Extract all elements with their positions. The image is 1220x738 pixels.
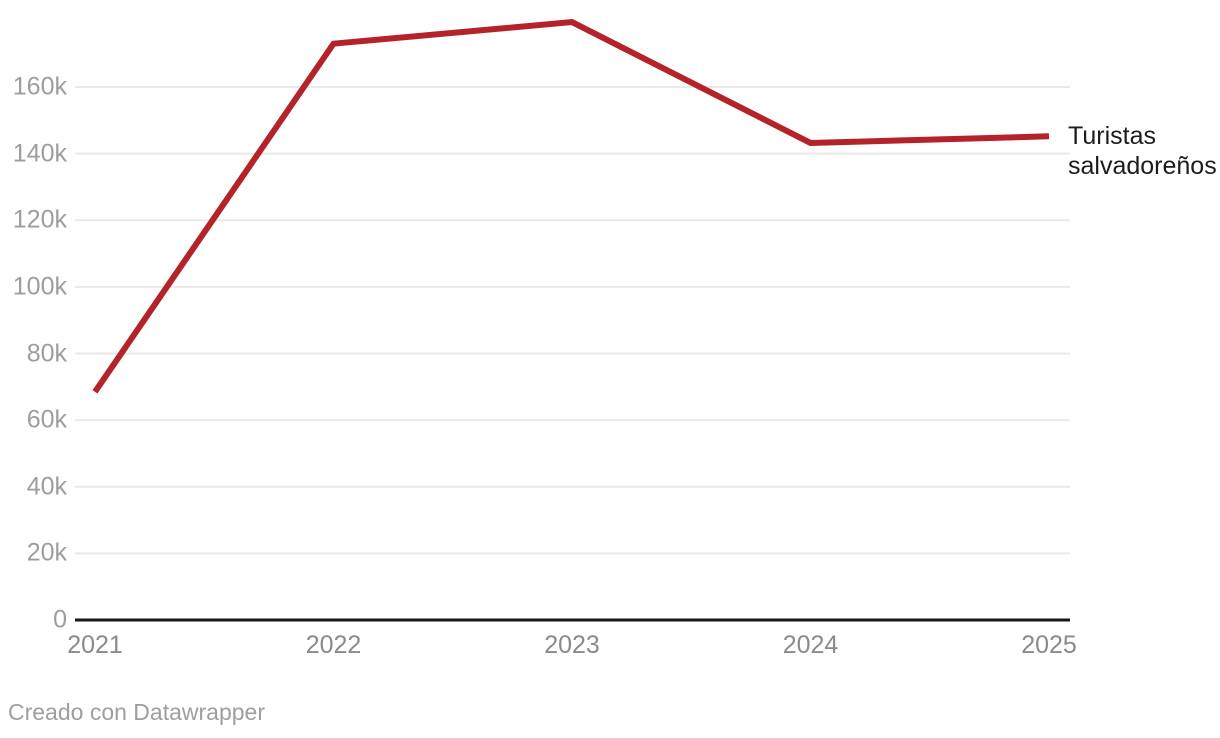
y-axis-tick-label: 40k bbox=[26, 472, 67, 501]
y-axis-tick-label: 0 bbox=[53, 605, 67, 634]
series-label: Turistas salvadoreños bbox=[1068, 122, 1217, 180]
x-axis-tick-label: 2025 bbox=[1021, 631, 1077, 659]
datawrapper-attribution-link[interactable]: Creado con Datawrapper bbox=[8, 699, 265, 725]
x-axis-tick-label: 2021 bbox=[67, 631, 123, 659]
x-axis-tick-label: 2022 bbox=[305, 631, 362, 659]
y-axis-tick-label: 80k bbox=[26, 339, 67, 367]
y-axis-tick-label: 100k bbox=[12, 272, 67, 301]
y-axis-tick-label: 140k bbox=[12, 139, 67, 168]
x-axis-tick-label: 2024 bbox=[782, 631, 839, 659]
y-axis-tick-label: 120k bbox=[12, 205, 67, 234]
y-axis-tick-label: 60k bbox=[26, 405, 67, 434]
y-axis-tick-label: 20k bbox=[26, 538, 67, 567]
x-axis-tick-label: 2023 bbox=[544, 631, 600, 659]
y-axis-tick-label: 160k bbox=[12, 72, 67, 101]
data-line-turistas-salvadorenos bbox=[92, 18, 1050, 394]
